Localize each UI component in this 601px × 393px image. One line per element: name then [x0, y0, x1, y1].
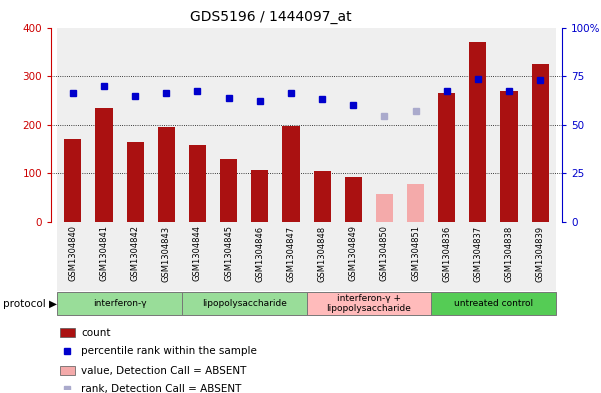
Bar: [493, 222, 525, 291]
Text: GSM1304850: GSM1304850: [380, 226, 389, 281]
Text: GSM1304849: GSM1304849: [349, 226, 358, 281]
Bar: [469, 42, 486, 222]
Bar: [244, 222, 275, 291]
Text: GSM1304845: GSM1304845: [224, 226, 233, 281]
FancyBboxPatch shape: [307, 292, 431, 315]
Bar: [307, 28, 338, 222]
Text: rank, Detection Call = ABSENT: rank, Detection Call = ABSENT: [82, 384, 242, 393]
FancyBboxPatch shape: [57, 292, 182, 315]
FancyBboxPatch shape: [182, 292, 307, 315]
Text: GSM1304841: GSM1304841: [100, 226, 109, 281]
Text: percentile rank within the sample: percentile rank within the sample: [82, 346, 257, 356]
Bar: [120, 222, 151, 291]
Text: GSM1304848: GSM1304848: [317, 226, 326, 282]
Bar: [314, 171, 331, 222]
Bar: [251, 169, 269, 222]
Bar: [438, 93, 455, 222]
Bar: [525, 222, 556, 291]
Text: GSM1304846: GSM1304846: [255, 226, 264, 282]
Text: GSM1304844: GSM1304844: [193, 226, 202, 281]
Bar: [244, 28, 275, 222]
Bar: [493, 28, 525, 222]
Bar: [462, 28, 493, 222]
Text: GDS5196 / 1444097_at: GDS5196 / 1444097_at: [190, 10, 351, 24]
Bar: [189, 145, 206, 222]
Bar: [431, 222, 462, 291]
Bar: [59, 328, 75, 337]
Bar: [338, 222, 369, 291]
Bar: [88, 222, 120, 291]
Bar: [57, 222, 88, 291]
Text: GSM1304837: GSM1304837: [474, 226, 483, 282]
Text: value, Detection Call = ABSENT: value, Detection Call = ABSENT: [82, 365, 247, 375]
Bar: [151, 28, 182, 222]
Bar: [182, 222, 213, 291]
Bar: [344, 177, 362, 222]
Bar: [400, 28, 431, 222]
Bar: [151, 222, 182, 291]
Bar: [158, 127, 175, 222]
Bar: [64, 140, 82, 222]
Text: GSM1304838: GSM1304838: [504, 226, 513, 282]
Bar: [59, 366, 75, 375]
Bar: [531, 64, 549, 222]
Bar: [462, 222, 493, 291]
Text: GSM1304843: GSM1304843: [162, 226, 171, 282]
FancyBboxPatch shape: [431, 292, 556, 315]
Bar: [88, 28, 120, 222]
Bar: [369, 28, 400, 222]
Bar: [120, 28, 151, 222]
Text: GSM1304836: GSM1304836: [442, 226, 451, 282]
Bar: [57, 28, 88, 222]
Bar: [501, 91, 517, 222]
Text: GSM1304847: GSM1304847: [287, 226, 296, 282]
Text: GSM1304839: GSM1304839: [535, 226, 545, 282]
Bar: [275, 222, 307, 291]
Bar: [525, 28, 556, 222]
Bar: [307, 222, 338, 291]
Bar: [182, 28, 213, 222]
Text: GSM1304842: GSM1304842: [130, 226, 139, 281]
Text: lipopolysaccharide: lipopolysaccharide: [202, 299, 287, 308]
Bar: [407, 184, 424, 222]
Bar: [127, 142, 144, 222]
Bar: [369, 222, 400, 291]
Text: interferon-γ +
lipopolysaccharide: interferon-γ + lipopolysaccharide: [326, 294, 411, 313]
Text: untreated control: untreated control: [454, 299, 533, 308]
Bar: [275, 28, 307, 222]
Bar: [338, 28, 369, 222]
Bar: [282, 126, 299, 222]
Bar: [431, 28, 462, 222]
Text: protocol ▶: protocol ▶: [3, 299, 57, 309]
Bar: [220, 159, 237, 222]
Bar: [376, 194, 393, 222]
Text: count: count: [82, 328, 111, 338]
Bar: [96, 108, 112, 222]
Text: interferon-γ: interferon-γ: [93, 299, 147, 308]
Bar: [213, 28, 244, 222]
Bar: [400, 222, 431, 291]
Bar: [213, 222, 244, 291]
Text: GSM1304851: GSM1304851: [411, 226, 420, 281]
Text: GSM1304840: GSM1304840: [69, 226, 78, 281]
